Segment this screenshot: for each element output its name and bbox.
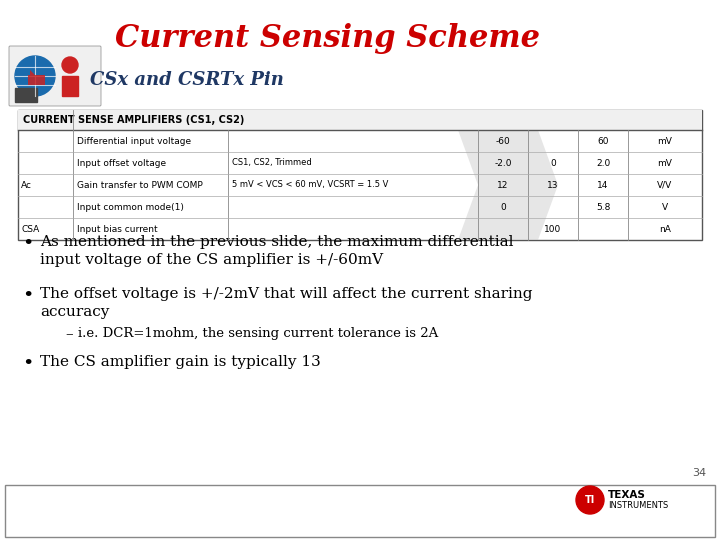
Text: •: • bbox=[22, 287, 33, 305]
Text: 34: 34 bbox=[692, 468, 706, 478]
Text: The CS amplifier gain is typically 13: The CS amplifier gain is typically 13 bbox=[40, 355, 320, 369]
Bar bbox=[5, 485, 715, 537]
Text: Input offset voltage: Input offset voltage bbox=[77, 159, 166, 167]
Polygon shape bbox=[458, 130, 558, 240]
Text: CS1, CS2, Trimmed: CS1, CS2, Trimmed bbox=[232, 159, 312, 167]
Text: CURRENT SENSE AMPLIFIERS (CS1, CS2): CURRENT SENSE AMPLIFIERS (CS1, CS2) bbox=[23, 115, 244, 125]
Text: mV: mV bbox=[657, 137, 672, 145]
Text: CSx and CSRTx Pin: CSx and CSRTx Pin bbox=[90, 71, 284, 89]
Text: -2.0: -2.0 bbox=[494, 159, 512, 167]
Text: Gain transfer to PWM COMP: Gain transfer to PWM COMP bbox=[77, 180, 203, 190]
Text: 5.8: 5.8 bbox=[596, 202, 610, 212]
Text: 0: 0 bbox=[550, 159, 556, 167]
Text: 13: 13 bbox=[547, 180, 559, 190]
Circle shape bbox=[62, 57, 78, 73]
Text: •: • bbox=[22, 235, 33, 253]
Text: nA: nA bbox=[659, 225, 671, 233]
Text: CSA: CSA bbox=[21, 225, 40, 233]
Text: TI: TI bbox=[585, 495, 595, 505]
Text: •: • bbox=[22, 355, 33, 373]
Bar bbox=[15, 88, 37, 102]
Text: The offset voltage is +/-2mV that will affect the current sharing
accuracy: The offset voltage is +/-2mV that will a… bbox=[40, 287, 533, 319]
Text: 100: 100 bbox=[544, 225, 562, 233]
Text: V/V: V/V bbox=[657, 180, 672, 190]
Text: i.e. DCR=1mohm, the sensing current tolerance is 2A: i.e. DCR=1mohm, the sensing current tole… bbox=[78, 327, 438, 340]
Text: Input bias current: Input bias current bbox=[77, 225, 158, 233]
Text: 12: 12 bbox=[498, 180, 509, 190]
Text: TEXAS: TEXAS bbox=[608, 490, 646, 500]
Text: 2.0: 2.0 bbox=[596, 159, 610, 167]
Circle shape bbox=[576, 486, 604, 514]
Circle shape bbox=[15, 56, 55, 96]
Text: -60: -60 bbox=[495, 137, 510, 145]
Bar bbox=[62, 76, 78, 96]
Text: Ac: Ac bbox=[21, 180, 32, 190]
Text: Differential input voltage: Differential input voltage bbox=[77, 137, 191, 145]
Text: –: – bbox=[65, 327, 73, 341]
Text: mV: mV bbox=[657, 159, 672, 167]
Text: V: V bbox=[662, 202, 668, 212]
Text: 0: 0 bbox=[500, 202, 506, 212]
Text: 60: 60 bbox=[598, 137, 608, 145]
Text: Current Sensing Scheme: Current Sensing Scheme bbox=[115, 23, 540, 53]
Polygon shape bbox=[28, 70, 45, 85]
Text: 14: 14 bbox=[598, 180, 608, 190]
Bar bbox=[18, 110, 702, 240]
Text: 5 mV < VCS < 60 mV, VCSRT = 1.5 V: 5 mV < VCS < 60 mV, VCSRT = 1.5 V bbox=[232, 180, 388, 190]
Text: As mentioned in the previous slide, the maximum differential
input voltage of th: As mentioned in the previous slide, the … bbox=[40, 235, 513, 267]
Text: INSTRUMENTS: INSTRUMENTS bbox=[608, 502, 668, 510]
FancyBboxPatch shape bbox=[9, 46, 101, 106]
Bar bbox=[18, 110, 702, 130]
Text: Input common mode(1): Input common mode(1) bbox=[77, 202, 184, 212]
